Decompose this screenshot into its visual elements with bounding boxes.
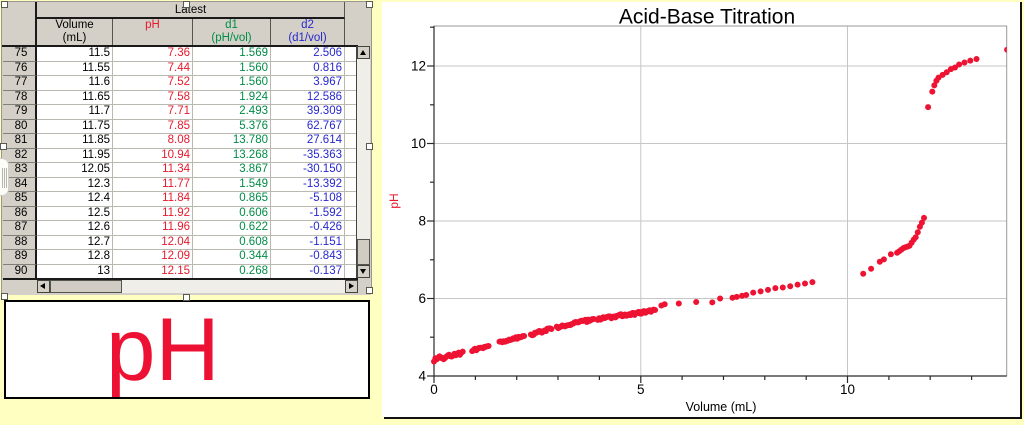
svg-text:Volume (mL): Volume (mL) [686, 400, 757, 414]
svg-text:Acid-Base Titration: Acid-Base Titration [619, 6, 795, 29]
svg-text:8: 8 [418, 214, 426, 229]
svg-text:4: 4 [418, 369, 426, 384]
svg-text:0: 0 [430, 382, 438, 397]
svg-text:6: 6 [418, 291, 426, 306]
svg-text:12: 12 [411, 59, 426, 74]
svg-text:10: 10 [840, 382, 855, 397]
svg-text:10: 10 [411, 136, 426, 151]
svg-text:5: 5 [637, 382, 645, 397]
svg-text:pH: pH [387, 193, 401, 208]
